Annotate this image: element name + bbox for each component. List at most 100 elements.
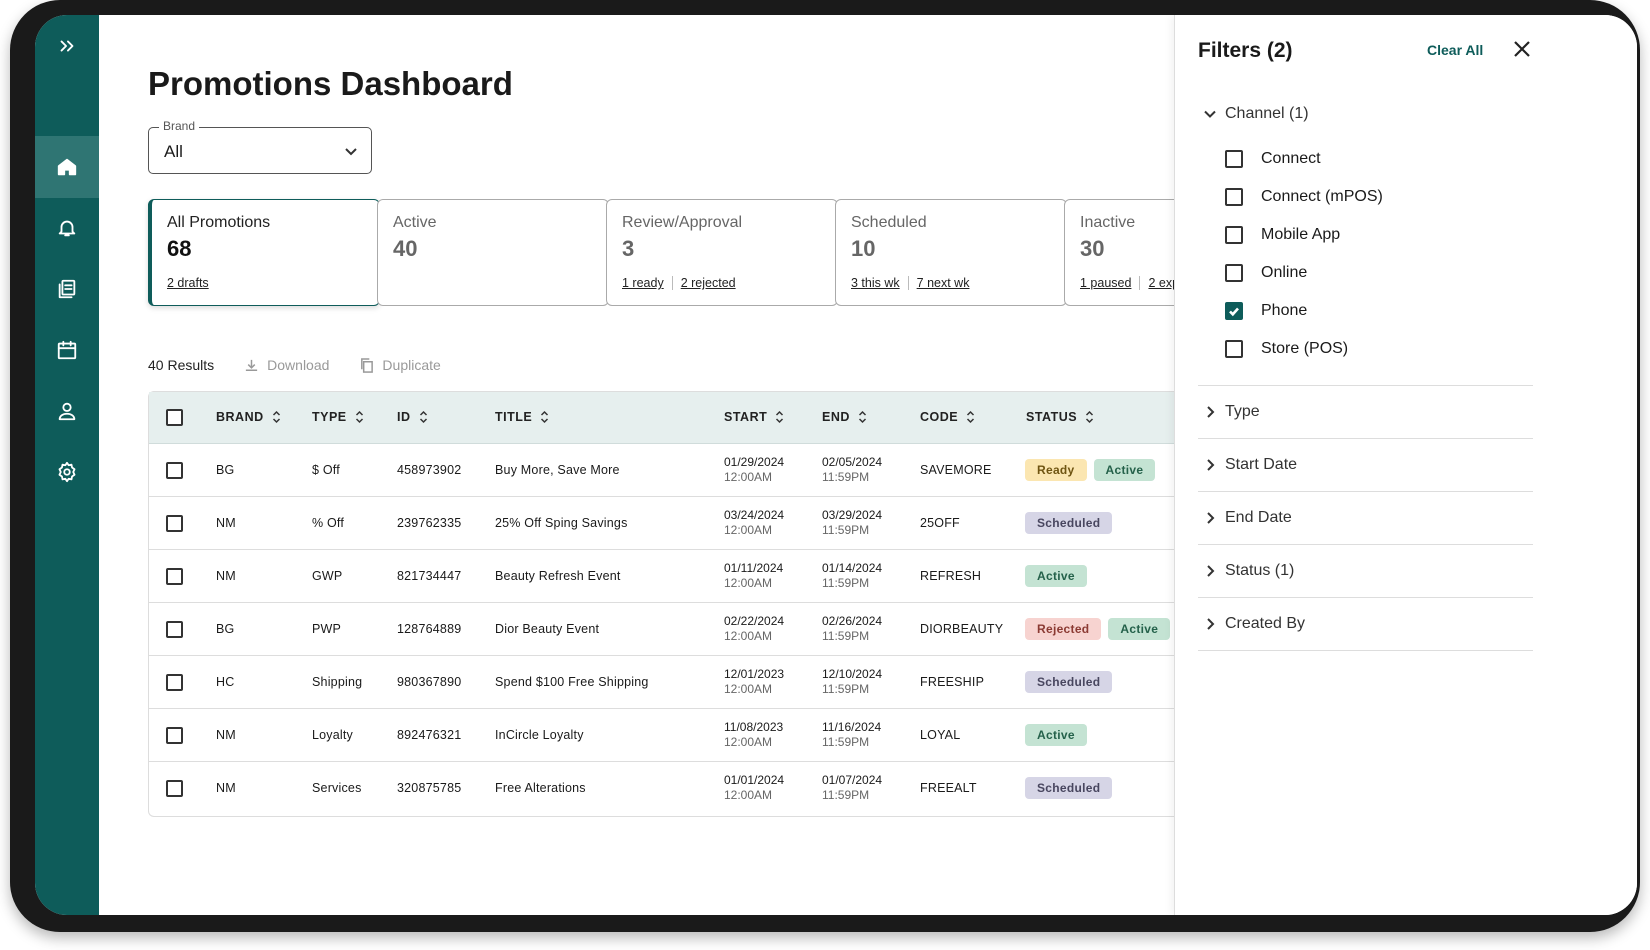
cell-code: DIORBEAUTY [920, 622, 1004, 636]
table-row[interactable]: BG PWP 128764889 Dior Beauty Event 02/22/202… [149, 603, 1273, 656]
cell-id: 980367890 [397, 675, 462, 689]
clear-all-button[interactable]: Clear All [1427, 42, 1484, 58]
card-active[interactable]: Active 40 [377, 199, 609, 306]
table-row[interactable]: NM Services 320875785 Free Alterations 01/01… [149, 762, 1273, 815]
start-time: 12:00AM [724, 788, 773, 802]
column-header-status[interactable]: STATUS [1026, 410, 1094, 424]
cell-type: GWP [312, 569, 343, 583]
sidebar-item-settings[interactable] [35, 441, 99, 503]
filter-section-status[interactable]: Status (1) [1198, 545, 1533, 598]
column-header-id[interactable]: ID [397, 410, 428, 424]
column-header-start[interactable]: START [724, 410, 784, 424]
sidebar [35, 15, 99, 915]
card-scheduled[interactable]: Scheduled 10 3 this wk 7 next wk [835, 199, 1067, 306]
calendar-icon [57, 340, 77, 360]
checkbox[interactable] [1225, 264, 1243, 282]
duplicate-button[interactable]: Duplicate [359, 357, 441, 373]
chevron-down-icon [1204, 110, 1216, 118]
card-link-paused[interactable]: 1 paused [1080, 276, 1132, 290]
filter-section-type[interactable]: Type [1198, 386, 1533, 439]
checkbox[interactable] [1225, 188, 1243, 206]
checkbox[interactable] [1225, 150, 1243, 168]
cell-end: 03/29/2024 11:59PM [822, 508, 882, 538]
channel-option-phone[interactable]: Phone [1225, 299, 1307, 323]
filter-section-created-by[interactable]: Created By [1198, 598, 1533, 651]
sidebar-expand-button[interactable] [35, 15, 99, 77]
card-review-approval[interactable]: Review/Approval 3 1 ready 2 rejected [606, 199, 838, 306]
sidebar-item-notifications[interactable] [35, 197, 99, 259]
row-checkbox[interactable] [166, 462, 183, 479]
card-all-promotions[interactable]: All Promotions 68 2 drafts [148, 199, 380, 306]
cell-start: 11/08/2023 12:00AM [724, 720, 783, 750]
start-date: 03/24/2024 [724, 508, 785, 522]
card-link-drafts[interactable]: 2 drafts [167, 276, 209, 290]
cell-status: Scheduled [1025, 777, 1119, 799]
channel-option-label: Connect [1261, 150, 1321, 167]
promotions-table: BRAND TYPE ID TITLE START END CODE STATU… [148, 391, 1273, 817]
select-all-checkbox[interactable] [166, 409, 183, 426]
row-checkbox[interactable] [166, 621, 183, 638]
row-checkbox[interactable] [166, 568, 183, 585]
brand-select[interactable]: Brand All [148, 119, 372, 174]
cell-type: Services [312, 781, 362, 795]
card-link-this-week[interactable]: 3 this wk [851, 276, 900, 290]
page-title: Promotions Dashboard [148, 65, 513, 102]
row-checkbox[interactable] [166, 727, 183, 744]
row-checkbox[interactable] [166, 515, 183, 532]
card-link-next-week[interactable]: 7 next wk [916, 276, 970, 290]
checkbox[interactable] [1225, 302, 1243, 320]
cell-title: Free Alterations [495, 781, 586, 795]
card-count: 40 [393, 236, 418, 261]
row-checkbox[interactable] [166, 780, 183, 797]
cell-title: 25% Off Sping Savings [495, 516, 628, 530]
checkbox[interactable] [1225, 340, 1243, 358]
divider [671, 276, 673, 290]
cell-brand: NM [216, 516, 236, 530]
cell-start: 12/01/2023 12:00AM [724, 667, 784, 697]
channel-option-store-pos[interactable]: Store (POS) [1225, 337, 1348, 361]
sidebar-item-catalog[interactable] [35, 258, 99, 320]
card-label: Active [393, 214, 437, 231]
column-header-type[interactable]: TYPE [312, 410, 364, 424]
cell-code: REFRESH [920, 569, 982, 583]
table-row[interactable]: BG $ Off 458973902 Buy More, Save More 01/29… [149, 444, 1273, 497]
table-row[interactable]: HC Shipping 980367890 Spend $100 Free Shipp… [149, 656, 1273, 709]
channel-option-mobile-app[interactable]: Mobile App [1225, 223, 1340, 247]
row-checkbox[interactable] [166, 674, 183, 691]
table-row[interactable]: NM Loyalty 892476321 InCircle Loyalty 11/08/… [149, 709, 1273, 762]
table-row[interactable]: NM % Off 239762335 25% Off Sping Savings 03/… [149, 497, 1273, 550]
start-date: 01/01/2024 [724, 773, 785, 787]
app-screen: Promotions Dashboard Brand All All Promo… [35, 15, 1637, 915]
filter-section-end-date[interactable]: End Date [1198, 492, 1533, 545]
filter-section-label: End Date [1225, 509, 1292, 526]
main-content: Promotions Dashboard Brand All All Promo… [99, 15, 1296, 915]
cell-start: 02/22/2024 12:00AM [724, 614, 784, 644]
card-link-ready[interactable]: 1 ready [622, 276, 664, 290]
sidebar-item-users[interactable] [35, 380, 99, 442]
channel-option-label: Online [1261, 264, 1308, 281]
table-row[interactable]: NM GWP 821734447 Beauty Refresh Event 01/11/… [149, 550, 1273, 603]
cell-id: 320875785 [397, 781, 462, 795]
sidebar-item-calendar[interactable] [35, 319, 99, 381]
column-header-code[interactable]: CODE [920, 410, 975, 424]
close-icon[interactable] [1513, 40, 1531, 58]
divider [1139, 276, 1141, 290]
column-header-brand[interactable]: BRAND [216, 410, 281, 424]
checkbox[interactable] [1225, 226, 1243, 244]
chevron-right-icon [1207, 512, 1215, 524]
sidebar-item-home[interactable] [35, 136, 99, 198]
sort-icon [776, 410, 784, 424]
channel-option-connect[interactable]: Connect [1225, 147, 1321, 171]
column-header-end[interactable]: END [822, 410, 867, 424]
download-button[interactable]: Download [244, 357, 329, 373]
column-header-title[interactable]: TITLE [495, 410, 549, 424]
cell-code: SAVEMORE [920, 463, 992, 477]
cell-id: 821734447 [397, 569, 462, 583]
filter-section-start-date[interactable]: Start Date [1198, 439, 1533, 492]
channel-option-online[interactable]: Online [1225, 261, 1307, 285]
card-label: All Promotions [167, 214, 271, 231]
card-link-rejected[interactable]: 2 rejected [680, 276, 736, 290]
channel-option-connect-mpos[interactable]: Connect (mPOS) [1225, 185, 1383, 209]
cell-type: Loyalty [312, 728, 354, 742]
column-label: STATUS [1026, 410, 1078, 424]
